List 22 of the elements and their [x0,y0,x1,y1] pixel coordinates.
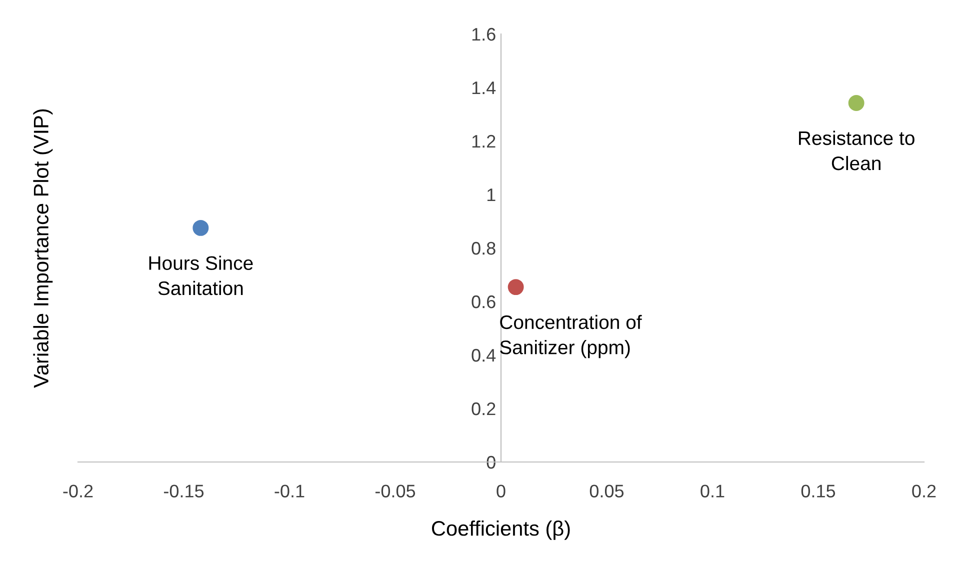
y-tick-label: 0.6 [472,295,496,308]
annotation: Hours Since Sanitation [149,256,253,296]
annotation: Resistance to Clean [799,130,914,170]
y-tick-label: 1 [487,188,496,202]
x-tick-label: 0.15 [801,484,836,498]
annotation: Concentration of Sanitizer (ppm) [500,314,642,358]
y-axis-title: Variable Importance Plot (VIP) [33,109,53,388]
y-tick-label: 1.2 [472,134,496,148]
y-tick-label: 1.4 [472,82,496,94]
x-tick-label: 0.1 [700,484,724,498]
y-tick-label: 0.4 [472,348,496,362]
x-tick-label: 0.05 [590,484,624,498]
x-axis-title: Coefficients (β) [432,520,570,540]
x-tick-label: -0.05 [375,484,416,498]
x-tick-label: -0.1 [274,484,304,498]
y-tick-label: 0.8 [472,242,496,255]
y-tick-label: 1.6 [472,28,496,41]
x-tick-label: -0.15 [164,484,204,498]
x-tick-label: 0 [496,484,506,498]
y-tick-label: 0.2 [472,402,496,416]
x-tick-label: 0.2 [912,484,936,498]
x-tick-label: -0.2 [63,484,93,498]
